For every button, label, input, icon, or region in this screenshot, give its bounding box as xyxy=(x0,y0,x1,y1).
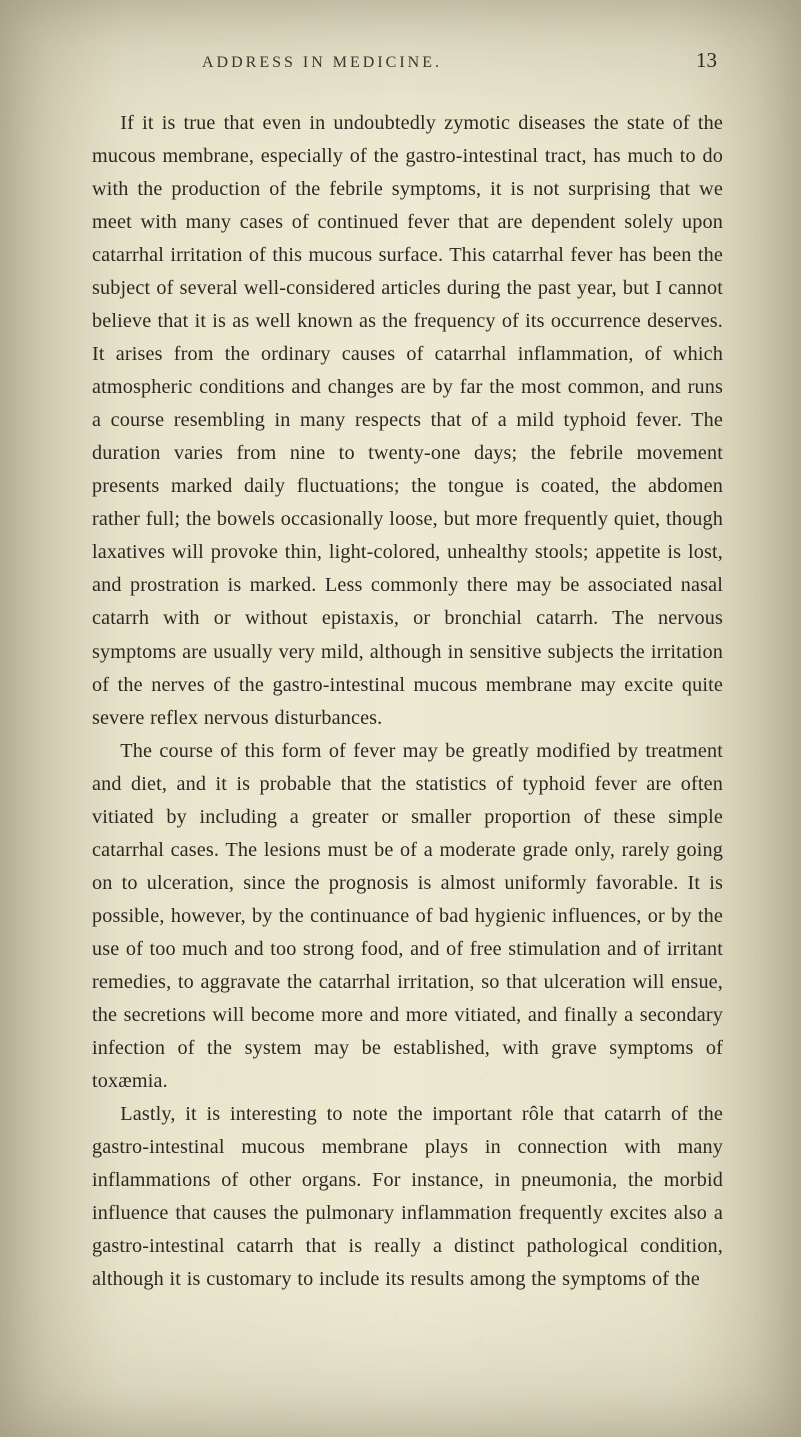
paragraph: If it is true that even in undoubtedly z… xyxy=(92,107,723,735)
page-number: 13 xyxy=(696,48,717,73)
paragraph: Lastly, it is interesting to note the im… xyxy=(92,1098,723,1296)
page: ADDRESS IN MEDICINE. 13 If it is true th… xyxy=(0,0,801,1344)
body-text: If it is true that even in undoubtedly z… xyxy=(92,107,723,1296)
paragraph: The course of this form of fever may be … xyxy=(92,735,723,1098)
running-head: ADDRESS IN MEDICINE. 13 xyxy=(92,48,723,73)
running-title: ADDRESS IN MEDICINE. xyxy=(202,54,442,72)
